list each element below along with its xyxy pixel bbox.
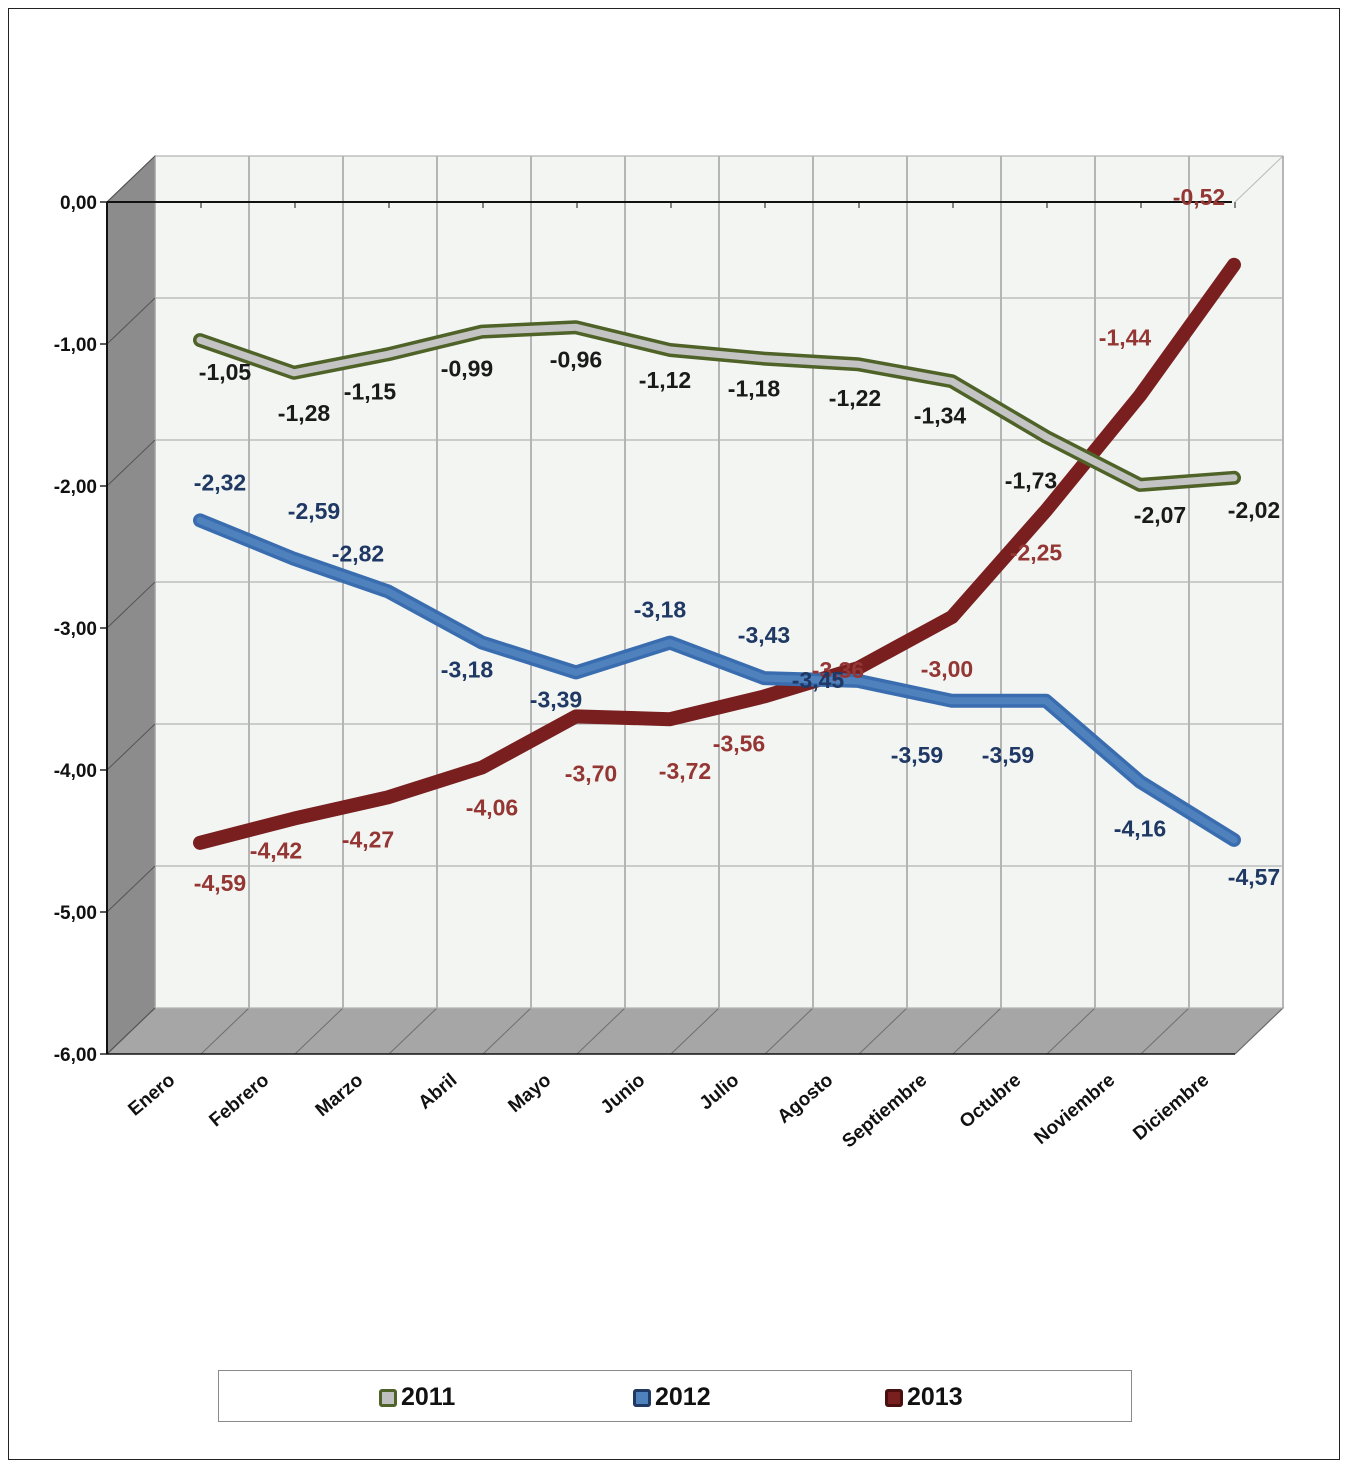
data-label-2013: -1,44 bbox=[1099, 324, 1152, 350]
side-gridline bbox=[106, 155, 156, 203]
y-tick-label: -5,00 bbox=[54, 903, 97, 924]
data-label-2011: -1,22 bbox=[829, 385, 881, 411]
legend-swatch-2011 bbox=[379, 1388, 397, 1407]
data-label-2013: -3,56 bbox=[713, 731, 765, 757]
x-tick-label: Mayo bbox=[505, 1070, 556, 1117]
legend: 2011 2012 2013 bbox=[218, 1370, 1132, 1422]
data-label-2011: -1,18 bbox=[728, 376, 781, 402]
side-gridline bbox=[106, 439, 156, 487]
x-tick-label: Febrero bbox=[206, 1070, 274, 1132]
data-label-2011: -2,02 bbox=[1228, 497, 1280, 523]
data-label-2011: -1,15 bbox=[344, 378, 397, 404]
data-label-2011: -1,12 bbox=[639, 367, 691, 393]
floor-gridline bbox=[388, 1007, 438, 1055]
legend-label-2012: 2012 bbox=[655, 1383, 711, 1411]
y-tick-label: -2,00 bbox=[54, 477, 97, 498]
data-label-2013: -4,06 bbox=[466, 795, 518, 821]
x-tick-label: Diciembre bbox=[1129, 1070, 1213, 1145]
data-label-2013: -0,52 bbox=[1173, 184, 1225, 210]
data-labels: -4,59-4,42 -4,27 -4,06 -3,70 -3,72-3,56 -3,36… bbox=[194, 184, 1280, 896]
y-tick-label: -3,00 bbox=[54, 619, 97, 640]
legend-label-2011: 2011 bbox=[401, 1383, 456, 1411]
data-label-2013: -4,42 bbox=[250, 838, 302, 864]
floor-gridline bbox=[670, 1007, 720, 1055]
legend-swatch-2012 bbox=[633, 1388, 651, 1407]
legend-item-2012: 2012 bbox=[633, 1383, 711, 1412]
data-label-2012: -4,16 bbox=[1114, 816, 1166, 842]
floor-gridline bbox=[1140, 1007, 1190, 1055]
floor-gridline bbox=[1046, 1007, 1096, 1055]
side-gridline bbox=[106, 297, 156, 345]
data-label-2012: -3,59 bbox=[982, 742, 1034, 768]
side-gridline bbox=[106, 865, 156, 913]
floor-gridline bbox=[1234, 1007, 1284, 1055]
data-label-2013: -3,36 bbox=[812, 657, 864, 683]
x-axis-ticks: Enero Febrero Marzo Abril Mayo Junio Julio Agos… bbox=[124, 1070, 1213, 1153]
data-label-2012: -2,59 bbox=[288, 498, 340, 524]
x-tick-label: Abril bbox=[415, 1070, 462, 1114]
data-label-2012: -4,57 bbox=[1228, 864, 1280, 890]
data-label-2011: -1,28 bbox=[278, 400, 331, 426]
floor-gridline bbox=[952, 1007, 1002, 1055]
data-label-2011: -2,07 bbox=[1134, 502, 1186, 528]
data-label-2011: -1,34 bbox=[914, 402, 967, 428]
series-line-2013 bbox=[196, 261, 1238, 847]
side-gridline bbox=[106, 723, 156, 771]
x-tick-label: Marzo bbox=[312, 1070, 368, 1121]
x-tick-label: Julio bbox=[696, 1070, 743, 1115]
x-tick-label: Octubre bbox=[956, 1070, 1025, 1133]
x-tick-label: Junio bbox=[597, 1070, 649, 1119]
series-lines bbox=[193, 257, 1241, 850]
data-label-2012: -2,82 bbox=[332, 540, 384, 566]
data-label-2012: -3,18 bbox=[441, 657, 494, 683]
floor-gridline bbox=[764, 1007, 814, 1055]
data-label-2011: -1,05 bbox=[199, 359, 252, 385]
data-label-2013: -3,70 bbox=[565, 760, 617, 786]
data-label-2012: -2,32 bbox=[194, 469, 246, 495]
data-label-2011: -0,96 bbox=[550, 346, 602, 372]
floor-gridline bbox=[482, 1007, 532, 1055]
top-edge bbox=[1234, 155, 1284, 203]
data-label-2013: -2,25 bbox=[1010, 540, 1063, 566]
data-label-2012: -3,39 bbox=[530, 686, 582, 712]
series-line-2012 bbox=[196, 516, 1238, 844]
y-tick-label: -4,00 bbox=[54, 761, 97, 782]
y-tick-label: -6,00 bbox=[54, 1045, 97, 1066]
data-label-2013: -3,72 bbox=[659, 758, 711, 784]
x-tick-label: Agosto bbox=[774, 1070, 838, 1128]
legend-item-2011: 2011 bbox=[379, 1383, 455, 1412]
floor-gridline bbox=[294, 1007, 344, 1055]
x-tick-label: Noviembre bbox=[1030, 1070, 1119, 1149]
x-tick-label: Septiembre bbox=[838, 1070, 931, 1153]
y-tick-label: -1,00 bbox=[54, 335, 97, 356]
y-axis-ticks: 0,00 -1,00 -2,00 -3,00 -4,00 -5,00 -6,00 bbox=[54, 193, 1236, 1066]
data-label-2012: -3,43 bbox=[738, 622, 790, 648]
legend-swatch-2013 bbox=[885, 1388, 903, 1407]
data-label-2013: -4,27 bbox=[342, 826, 394, 852]
data-label-2012: -3,18 bbox=[634, 597, 687, 623]
floor-gridline bbox=[858, 1007, 908, 1055]
data-label-2012: -3,45 bbox=[792, 667, 845, 693]
data-label-2011: -1,73 bbox=[1005, 468, 1057, 494]
series-line-2011 bbox=[196, 323, 1238, 489]
data-label-2012: -3,59 bbox=[891, 742, 943, 768]
x-tick-label: Enero bbox=[124, 1070, 179, 1121]
floor-gridline bbox=[200, 1007, 250, 1055]
data-label-2013: -3,00 bbox=[921, 656, 973, 682]
y-tick-label: 0,00 bbox=[60, 193, 97, 214]
legend-label-2013: 2013 bbox=[907, 1383, 963, 1411]
chart-walls bbox=[105, 154, 1285, 1056]
floor-gridline bbox=[576, 1007, 626, 1055]
legend-item-2013: 2013 bbox=[885, 1383, 963, 1412]
data-label-2013: -4,59 bbox=[194, 870, 246, 896]
side-gridline bbox=[106, 581, 156, 629]
data-label-2011: -0,99 bbox=[441, 356, 493, 382]
side-gridline bbox=[106, 1007, 156, 1055]
